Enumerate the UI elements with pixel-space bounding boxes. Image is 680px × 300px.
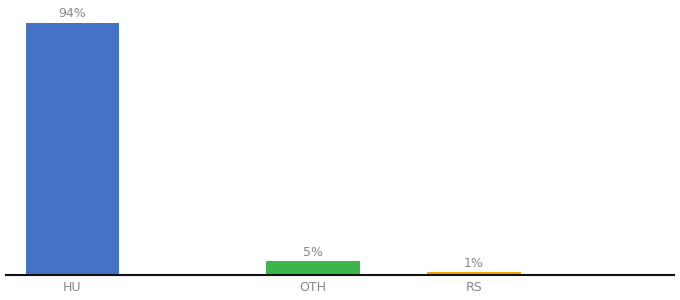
Bar	[267, 261, 360, 274]
Text: 5%: 5%	[303, 246, 323, 259]
Text: 94%: 94%	[58, 8, 86, 20]
Bar	[427, 272, 521, 274]
Text: 1%: 1%	[464, 257, 483, 270]
Bar	[26, 22, 119, 274]
